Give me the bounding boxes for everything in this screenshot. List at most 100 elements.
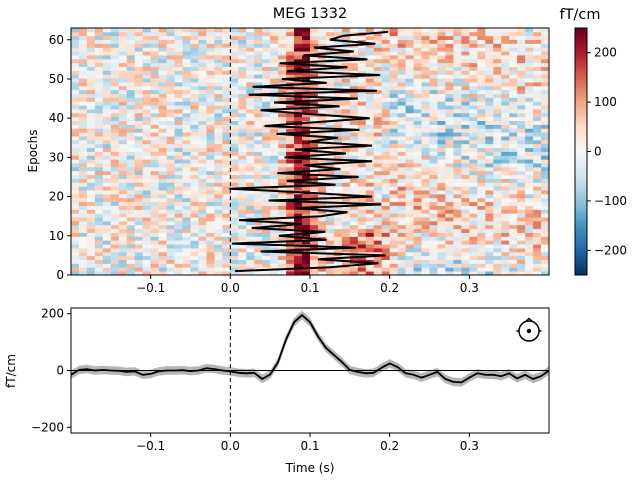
heatmap-cell bbox=[126, 159, 136, 164]
heatmap-cell bbox=[206, 217, 215, 222]
heatmap-cell bbox=[541, 217, 550, 222]
heatmap-cell bbox=[533, 51, 542, 56]
heatmap-cell bbox=[413, 43, 422, 48]
heatmap-cell bbox=[246, 267, 255, 272]
heatmap-cell bbox=[453, 112, 462, 118]
heatmap-cell bbox=[525, 47, 534, 52]
heatmap-cell bbox=[541, 201, 550, 206]
heatmap-cell bbox=[517, 174, 526, 179]
heatmap-cell bbox=[134, 136, 144, 141]
heatmap-cell bbox=[270, 35, 279, 40]
heatmap-cell bbox=[270, 201, 279, 206]
heatmap-cell bbox=[525, 170, 534, 176]
colorbar-tick-label: −100 bbox=[594, 194, 627, 208]
heatmap-cell bbox=[230, 120, 239, 125]
heatmap-cell bbox=[182, 105, 191, 110]
heatmap-cell bbox=[150, 247, 160, 253]
heatmap-cell bbox=[413, 240, 422, 245]
heatmap-cell bbox=[389, 213, 399, 218]
heatmap-cell bbox=[397, 47, 406, 52]
heatmap-cell bbox=[150, 147, 160, 152]
heatmap-cell bbox=[182, 271, 191, 276]
heatmap-cell bbox=[134, 28, 144, 33]
heatmap-cell bbox=[349, 217, 359, 222]
heatmap-cell bbox=[198, 174, 207, 179]
heatmap-cell bbox=[206, 163, 215, 168]
heatmap-cell bbox=[142, 116, 152, 122]
heatmap-cell bbox=[541, 78, 550, 83]
heatmap-cell bbox=[294, 74, 303, 79]
heatmap-cell bbox=[333, 236, 343, 241]
heatmap-cell bbox=[437, 47, 446, 52]
heatmap-cell bbox=[453, 271, 462, 276]
heatmap-cell bbox=[517, 186, 526, 191]
heatmap-cell bbox=[453, 116, 462, 122]
heatmap-cell bbox=[190, 163, 199, 168]
heatmap-cell bbox=[278, 112, 287, 118]
heatmap-cell bbox=[469, 93, 478, 98]
heatmap-cell bbox=[238, 170, 247, 176]
heatmap-cell bbox=[469, 228, 478, 233]
heatmap-cell bbox=[190, 267, 199, 272]
heatmap-cell bbox=[206, 228, 215, 233]
heatmap-cell bbox=[373, 82, 383, 87]
heatmap-cell bbox=[158, 105, 167, 110]
heatmap-cell bbox=[389, 35, 399, 40]
heatmap-cell bbox=[94, 116, 104, 122]
heatmap-cell bbox=[262, 228, 271, 233]
heatmap-cell bbox=[310, 213, 319, 218]
heatmap-cell bbox=[349, 209, 359, 214]
heatmap-cell bbox=[381, 31, 391, 37]
heatmap-cell bbox=[453, 147, 462, 152]
heatmap-cell bbox=[94, 251, 104, 257]
heatmap-cell bbox=[421, 251, 430, 257]
heatmap-cell bbox=[429, 224, 438, 230]
heatmap-cell bbox=[429, 236, 438, 241]
heatmap-cell bbox=[357, 101, 367, 106]
heatmap-cell bbox=[437, 139, 446, 145]
heatmap-cell bbox=[397, 232, 406, 237]
heatmap-cell bbox=[150, 209, 160, 214]
heatmap-cell bbox=[150, 251, 160, 257]
heatmap-cell bbox=[469, 151, 478, 156]
heatmap-cell bbox=[150, 224, 160, 230]
heatmap-cell bbox=[437, 147, 446, 152]
heatmap-cell bbox=[429, 66, 438, 71]
heatmap-cell bbox=[485, 128, 494, 133]
heatmap-cell bbox=[230, 236, 239, 241]
heatmap-cell bbox=[501, 116, 510, 122]
heatmap-cell bbox=[102, 182, 112, 187]
colorbar-label: fT/cm bbox=[560, 7, 601, 23]
heatmap-cell bbox=[118, 193, 128, 199]
heatmap-cell bbox=[214, 147, 223, 152]
heatmap-cell bbox=[525, 31, 534, 37]
heatmap-cell bbox=[365, 112, 375, 118]
heatmap-cell bbox=[150, 271, 160, 276]
heatmap-cell bbox=[102, 170, 112, 176]
heatmap-cell bbox=[357, 93, 367, 98]
heatmap-cell bbox=[278, 55, 287, 60]
heatmap-cell bbox=[485, 112, 494, 118]
heatmap-cell bbox=[541, 232, 550, 237]
heatmap-cell bbox=[246, 178, 255, 183]
heatmap-cell bbox=[78, 232, 88, 237]
heatmap-cell bbox=[501, 244, 510, 249]
heatmap-cell bbox=[365, 47, 375, 52]
heatmap-cell bbox=[341, 151, 351, 156]
heatmap-cell bbox=[541, 174, 550, 179]
heatmap-cell bbox=[198, 51, 207, 56]
heatmap-cell bbox=[509, 228, 518, 233]
heatmap-cell bbox=[445, 186, 454, 191]
heatmap-cell bbox=[333, 170, 343, 176]
heatmap-cell bbox=[509, 178, 518, 183]
heatmap-cell bbox=[190, 105, 199, 110]
heatmap-cell bbox=[182, 43, 191, 48]
heatmap-cell bbox=[262, 190, 271, 195]
heatmap-cell bbox=[262, 193, 271, 199]
heatmap-cell bbox=[357, 228, 367, 233]
heatmap-cell bbox=[174, 182, 183, 187]
heatmap-cell bbox=[174, 193, 183, 199]
heatmap-cell bbox=[190, 170, 199, 176]
heatmap-cell bbox=[102, 232, 112, 237]
